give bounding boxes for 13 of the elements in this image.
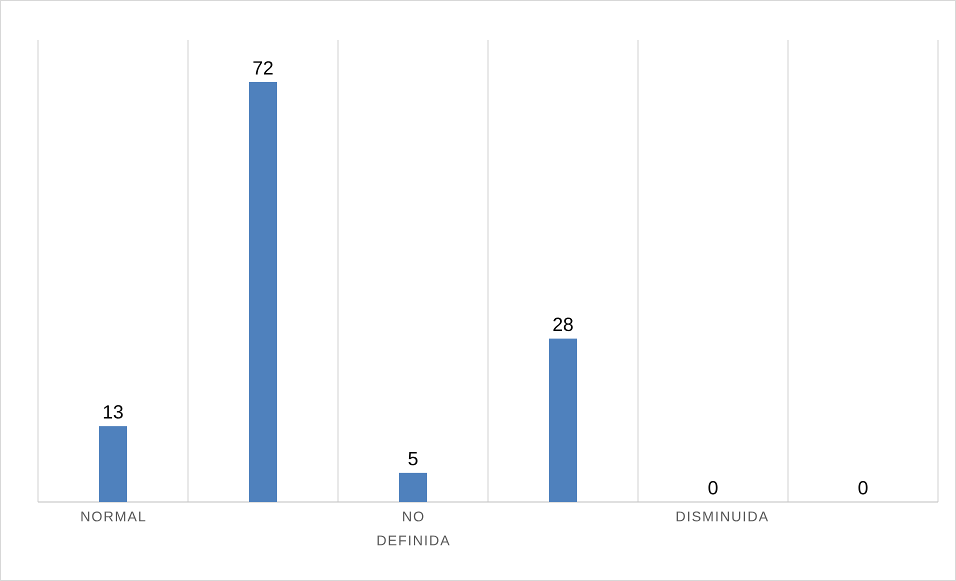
- data-label: 5: [408, 452, 418, 466]
- data-label: 0: [858, 481, 868, 494]
- x-tick-label: NORMAL: [81, 512, 146, 522]
- bar: [99, 426, 128, 502]
- data-label: 28: [553, 318, 573, 332]
- data-label: 13: [104, 405, 123, 419]
- bar: [249, 82, 278, 502]
- bar: [549, 338, 578, 502]
- x-tick-label: NO DEFINIDA: [378, 512, 450, 546]
- x-tick-label: DISMINUIDA: [676, 512, 768, 522]
- data-label: 0: [708, 481, 718, 494]
- data-label: 72: [253, 61, 273, 74]
- bar: [399, 472, 428, 502]
